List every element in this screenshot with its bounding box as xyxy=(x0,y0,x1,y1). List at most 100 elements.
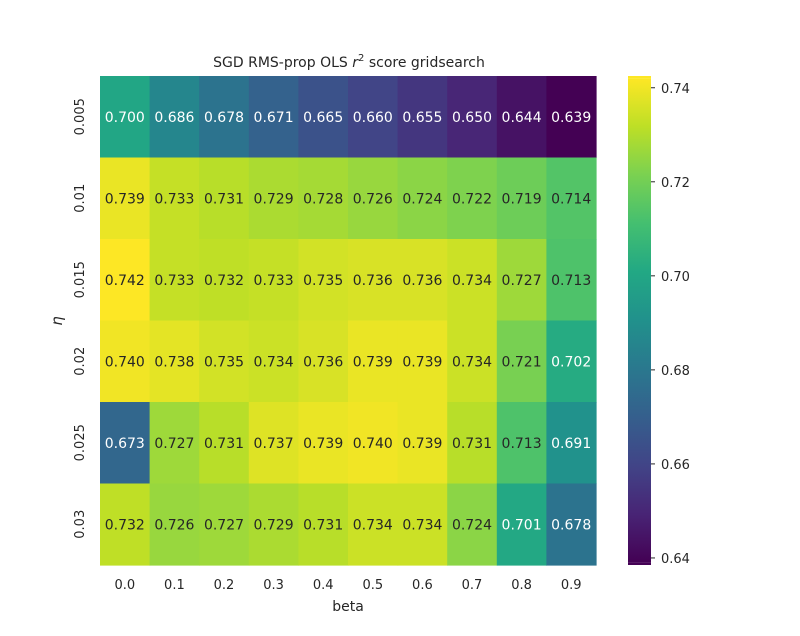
heatmap-cell xyxy=(149,76,200,159)
y-tick-label: 0.015 xyxy=(73,261,88,298)
y-tick-label: 0.03 xyxy=(73,510,88,539)
cell-value-label: 0.650 xyxy=(452,110,492,126)
chart-title: SGD RMS-prop OLS r2 score gridsearch xyxy=(213,53,485,71)
cell-value-label: 0.742 xyxy=(105,273,145,289)
heatmap-cell xyxy=(397,402,448,485)
chart-title-prefix: SGD RMS-prop OLS xyxy=(213,55,352,71)
cell-value-label: 0.739 xyxy=(303,436,343,452)
cell-value-label: 0.739 xyxy=(402,436,442,452)
cell-value-label: 0.733 xyxy=(254,273,294,289)
colorbar-tick-label: 0.70 xyxy=(661,270,690,285)
y-axis-tick-labels: 0.005 0.01 0.015 0.02 0.025 0.03 xyxy=(73,98,88,539)
cell-value-label: 0.733 xyxy=(154,191,194,207)
heatmap-cell xyxy=(298,76,349,159)
x-tick-label: 0.2 xyxy=(214,578,235,593)
cell-value-label: 0.724 xyxy=(452,517,492,533)
x-tick-label: 0.6 xyxy=(412,578,433,593)
heatmap-cell xyxy=(546,76,597,159)
heatmap-cell xyxy=(149,320,200,403)
cell-value-label: 0.673 xyxy=(105,436,145,452)
heatmap-cell xyxy=(248,402,299,485)
heatmap-cell xyxy=(199,76,250,159)
cell-value-label: 0.732 xyxy=(204,273,244,289)
cell-value-label: 0.727 xyxy=(204,517,244,533)
heatmap-cell xyxy=(546,402,597,485)
heatmap-cell xyxy=(248,76,299,159)
heatmap-cell xyxy=(447,483,498,566)
heatmap-cell-labels: 0.700 0.686 0.678 0.671 0.665 0.660 0.655 0.650… xyxy=(105,110,592,534)
cell-value-label: 0.700 xyxy=(105,110,145,126)
heatmap-cell xyxy=(298,483,349,566)
heatmap-cell xyxy=(348,239,399,322)
heatmap-cell xyxy=(199,320,250,403)
x-tick-label: 0.3 xyxy=(263,578,284,593)
heatmap-cell xyxy=(447,157,498,240)
cell-value-label: 0.740 xyxy=(353,436,393,452)
cell-value-label: 0.735 xyxy=(303,273,343,289)
cell-value-label: 0.736 xyxy=(303,354,343,370)
cell-value-label: 0.727 xyxy=(502,273,542,289)
heatmap-cell xyxy=(298,402,349,485)
cell-value-label: 0.726 xyxy=(353,191,393,207)
cell-value-label: 0.644 xyxy=(502,110,542,126)
cell-value-label: 0.734 xyxy=(452,273,492,289)
cell-value-label: 0.732 xyxy=(105,517,145,533)
x-axis-label: beta xyxy=(332,599,364,615)
heatmap-cell xyxy=(496,483,547,566)
colorbar-tick-label: 0.66 xyxy=(661,458,690,473)
heatmap-cell xyxy=(397,320,448,403)
cell-value-label: 0.733 xyxy=(154,273,194,289)
x-tick-label: 0.7 xyxy=(462,578,483,593)
heatmap-cell xyxy=(298,320,349,403)
x-tick-label: 0.8 xyxy=(511,578,532,593)
heatmap-cell xyxy=(248,157,299,240)
y-tick-label: 0.02 xyxy=(73,347,88,376)
cell-value-label: 0.734 xyxy=(452,354,492,370)
cell-value-label: 0.739 xyxy=(353,354,393,370)
heatmap-cell xyxy=(546,483,597,566)
cell-value-label: 0.671 xyxy=(254,110,294,126)
cell-value-label: 0.729 xyxy=(254,191,294,207)
heatmap-cell xyxy=(199,239,250,322)
heatmap-cell xyxy=(149,157,200,240)
colorbar-tick-labels: 0.64 0.66 0.68 0.70 0.72 0.74 xyxy=(651,82,690,567)
heatmap-cell xyxy=(496,402,547,485)
heatmap-cell xyxy=(546,320,597,403)
colorbar-tick-label: 0.72 xyxy=(661,176,690,191)
heatmap-cell xyxy=(447,239,498,322)
colorbar xyxy=(628,78,651,563)
heatmap-cell xyxy=(248,483,299,566)
heatmap-cell xyxy=(397,239,448,322)
heatmap-cell xyxy=(546,157,597,240)
cell-value-label: 0.734 xyxy=(353,517,393,533)
chart-title-superscript: 2 xyxy=(358,53,364,64)
colorbar-extension-high xyxy=(628,76,651,79)
heatmap-cells xyxy=(100,76,597,566)
heatmap-cell xyxy=(149,239,200,322)
cell-value-label: 0.691 xyxy=(551,436,591,452)
cell-value-label: 0.701 xyxy=(502,517,542,533)
heatmap-cell xyxy=(447,76,498,159)
cell-value-label: 0.736 xyxy=(402,273,442,289)
cell-value-label: 0.737 xyxy=(254,436,294,452)
cell-value-label: 0.686 xyxy=(154,110,194,126)
cell-value-label: 0.713 xyxy=(502,436,542,452)
heatmap-cell xyxy=(298,239,349,322)
heatmap-cell xyxy=(100,483,151,566)
heatmap-cell xyxy=(199,483,250,566)
cell-value-label: 0.731 xyxy=(452,436,492,452)
heatmap-cell xyxy=(149,402,200,485)
cell-value-label: 0.729 xyxy=(254,517,294,533)
heatmap-cell xyxy=(496,320,547,403)
y-tick-label: 0.01 xyxy=(73,184,88,213)
cell-value-label: 0.722 xyxy=(452,191,492,207)
heatmap-cell xyxy=(496,157,547,240)
heatmap-cell xyxy=(496,239,547,322)
heatmap-cell xyxy=(397,76,448,159)
colorbar-tick-label: 0.68 xyxy=(661,364,690,379)
heatmap-cell xyxy=(447,402,498,485)
cell-value-label: 0.727 xyxy=(154,436,194,452)
heatmap-cell xyxy=(397,157,448,240)
cell-value-label: 0.734 xyxy=(402,517,442,533)
colorbar-tick-label: 0.64 xyxy=(661,552,690,567)
